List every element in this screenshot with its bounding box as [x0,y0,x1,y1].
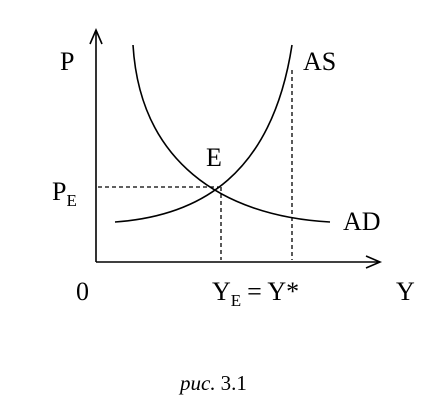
y-axis-label: P [60,47,74,76]
output-label: YE = Y* [212,277,299,310]
as-label: AS [303,47,336,76]
caption: рис. 3.1 [178,371,247,395]
axes [89,27,383,269]
equilibrium-label: E [206,143,222,172]
caption-number: 3.1 [221,371,247,395]
output-sub: E [231,291,241,310]
ad-curve [132,44,331,223]
caption-label: рис. [178,371,216,395]
y-axis-arrow [89,27,103,45]
as-curve [114,44,293,223]
x-axis-arrow [365,255,383,269]
price-sub: E [66,191,76,210]
output-rest: = Y* [247,277,299,306]
price-base: P [52,177,66,206]
ad-label: AD [343,207,381,236]
origin-label: 0 [76,277,89,306]
price-label: PE [52,177,77,210]
output-base: Y [212,277,231,306]
x-axis-label: Y [396,277,415,306]
